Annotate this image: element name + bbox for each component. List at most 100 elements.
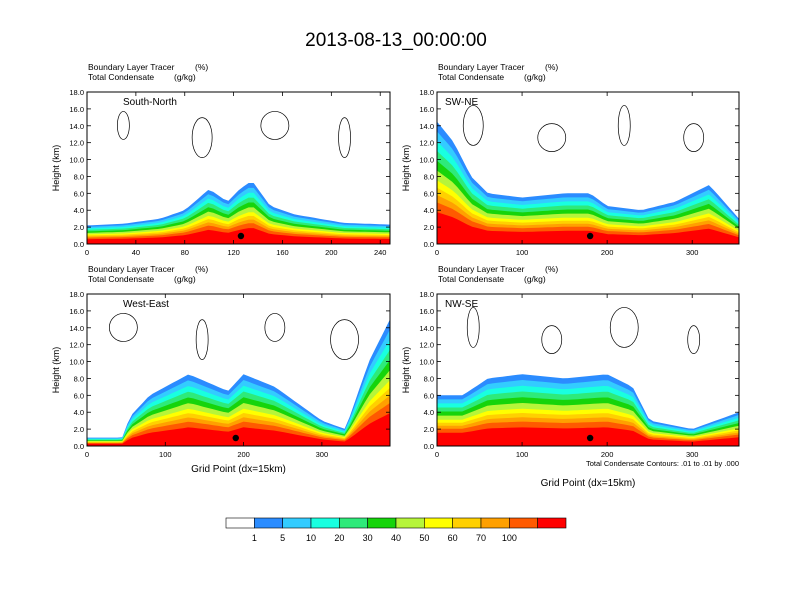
y-tick-label: 10.0 xyxy=(419,156,434,165)
x-axis-label: Grid Point (dx=15km) xyxy=(541,478,636,489)
panel-label-condensate: Total Condensate xyxy=(88,274,154,284)
location-marker xyxy=(586,232,594,240)
colorbar-label: 60 xyxy=(448,533,458,543)
y-tick-label: 2.0 xyxy=(424,425,434,434)
colorbar-box xyxy=(480,517,510,529)
cross-section-label: SW-NE xyxy=(445,97,478,108)
plot-frame xyxy=(86,91,391,245)
colorbar-label: 10 xyxy=(306,533,316,543)
y-axis-label: Height (km) xyxy=(51,347,61,394)
colorbar-label: 50 xyxy=(419,533,429,543)
y-tick-label: 4.0 xyxy=(424,408,434,417)
x-tick-label: 300 xyxy=(686,450,699,459)
y-tick-label: 4.0 xyxy=(74,408,84,417)
x-tick-label: 160 xyxy=(276,248,289,257)
panel-unit-tracer: (%) xyxy=(545,264,558,274)
y-tick-label: 6.0 xyxy=(424,391,434,400)
panel-unit-condensate: (g/kg) xyxy=(524,72,546,82)
y-tick-label: 12.0 xyxy=(69,341,84,350)
y-tick-label: 12.0 xyxy=(419,341,434,350)
plot-frame xyxy=(436,293,740,447)
panel-unit-condensate: (g/kg) xyxy=(174,72,196,82)
y-tick-label: 4.0 xyxy=(74,206,84,215)
contour-line xyxy=(683,123,705,152)
y-tick-label: 6.0 xyxy=(74,189,84,198)
figure-title: 2013-08-13_00:00:00 xyxy=(305,30,487,51)
y-tick-label: 0.0 xyxy=(74,442,84,451)
y-tick-label: 0.0 xyxy=(424,442,434,451)
tracer-band-11 xyxy=(437,212,739,244)
tracer-fill xyxy=(87,183,390,244)
panel-1: 0.0 2.0 4.0 6.0 8.0 10.0 12.0 14.0 16.0 18.0 0 40 80… xyxy=(51,62,391,257)
y-axis-label: Height (km) xyxy=(401,145,411,192)
colorbar-box xyxy=(282,517,312,529)
y-tick-label: 18.0 xyxy=(419,88,434,97)
x-tick-label: 80 xyxy=(181,248,189,257)
x-tick-label: 240 xyxy=(374,248,387,257)
cross-section-label: West-East xyxy=(123,299,169,310)
panel-label-condensate: Total Condensate xyxy=(88,72,154,82)
panel-4: 0.0 2.0 4.0 6.0 8.0 10.0 12.0 14.0 16.0 18.0 0 100 2… xyxy=(401,264,740,489)
cross-section-label: NW-SE xyxy=(445,299,478,310)
y-tick-label: 18.0 xyxy=(419,290,434,299)
colorbar-box xyxy=(254,517,283,529)
y-tick-label: 8.0 xyxy=(74,374,84,383)
colorbar-box xyxy=(395,517,425,529)
location-marker xyxy=(586,434,594,442)
colorbar-box xyxy=(367,517,397,529)
x-tick-label: 120 xyxy=(227,248,240,257)
contour-line xyxy=(264,313,286,342)
colorbar-box xyxy=(424,517,453,529)
y-tick-label: 6.0 xyxy=(424,189,434,198)
y-tick-label: 16.0 xyxy=(419,105,434,114)
contour-line xyxy=(537,123,567,152)
y-tick-label: 16.0 xyxy=(69,307,84,316)
contour-line xyxy=(117,111,130,140)
tracer-fill xyxy=(87,319,390,446)
x-tick-label: 0 xyxy=(85,450,89,459)
y-tick-label: 16.0 xyxy=(419,307,434,316)
y-tick-label: 8.0 xyxy=(74,172,84,181)
colorbar-label: 100 xyxy=(502,533,517,543)
condensate-contours xyxy=(109,313,359,360)
y-tick-label: 2.0 xyxy=(74,425,84,434)
contour-line xyxy=(617,105,631,146)
y-tick-label: 6.0 xyxy=(74,391,84,400)
x-tick-label: 100 xyxy=(516,248,529,257)
x-tick-label: 200 xyxy=(601,450,614,459)
x-tick-label: 0 xyxy=(85,248,89,257)
contour-line xyxy=(541,325,563,354)
panel-unit-condensate: (g/kg) xyxy=(174,274,196,284)
y-tick-label: 10.0 xyxy=(419,358,434,367)
cross-section-label: South-North xyxy=(123,97,177,108)
y-tick-label: 14.0 xyxy=(69,122,84,131)
contour-line xyxy=(195,319,209,360)
colorbar-label: 30 xyxy=(363,533,373,543)
y-tick-label: 12.0 xyxy=(69,139,84,148)
colorbar-label: 40 xyxy=(391,533,401,543)
colorbar-label: 70 xyxy=(476,533,486,543)
panel-label-tracer: Boundary Layer Tracer xyxy=(438,62,525,72)
x-tick-label: 200 xyxy=(237,450,250,459)
y-tick-label: 8.0 xyxy=(424,172,434,181)
panel-unit-tracer: (%) xyxy=(195,264,208,274)
panel-3: 0.0 2.0 4.0 6.0 8.0 10.0 12.0 14.0 16.0 18.0 0 100 2… xyxy=(51,264,391,475)
contour-line xyxy=(462,105,484,146)
location-marker xyxy=(237,232,245,240)
y-tick-label: 4.0 xyxy=(424,206,434,215)
y-tick-label: 8.0 xyxy=(424,374,434,383)
y-tick-label: 18.0 xyxy=(69,88,84,97)
y-tick-label: 14.0 xyxy=(419,122,434,131)
colorbar-box xyxy=(509,517,538,529)
tracer-fill xyxy=(437,374,739,446)
colorbar-label: 20 xyxy=(334,533,344,543)
tracer-band-11 xyxy=(87,413,390,446)
y-tick-label: 2.0 xyxy=(74,223,84,232)
x-tick-label: 0 xyxy=(435,248,439,257)
condensate-contours xyxy=(466,307,701,354)
colorbar: 1 5 10 20 30 40 50 60 70 100 xyxy=(225,517,567,543)
y-tick-label: 12.0 xyxy=(419,139,434,148)
panel-label-tracer: Boundary Layer Tracer xyxy=(88,264,175,274)
y-tick-label: 16.0 xyxy=(69,105,84,114)
